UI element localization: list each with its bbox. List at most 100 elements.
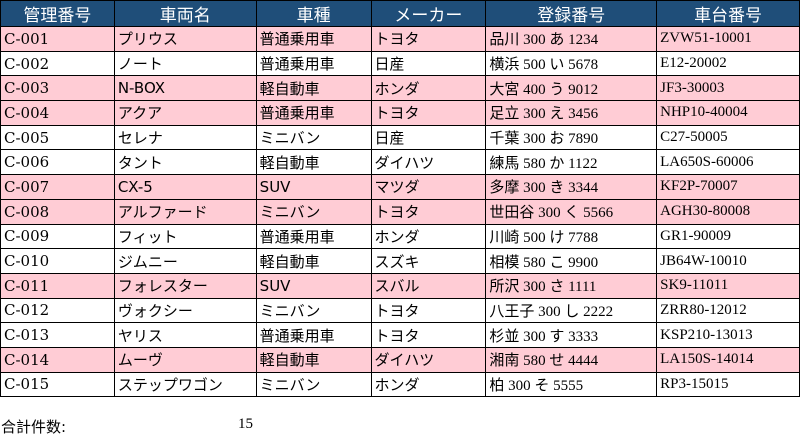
cell-registration[interactable]: 八王子 300 し 2222: [485, 297, 658, 324]
cell-id[interactable]: C-015: [0, 371, 115, 398]
header-id[interactable]: 管理番号: [0, 0, 115, 27]
cell-vehicle-type[interactable]: 軽自動車: [255, 75, 372, 102]
cell-chassis[interactable]: GR1-90009: [656, 223, 800, 250]
cell-maker[interactable]: 日産: [370, 124, 487, 151]
cell-id[interactable]: C-008: [0, 198, 115, 225]
table-row[interactable]: C-002 ノート 普通乗用車 日産 横浜 500 い 5678 E12-20002: [0, 50, 800, 77]
cell-vehicle-name[interactable]: アルファード: [113, 198, 257, 225]
cell-chassis[interactable]: RP3-15015: [656, 371, 800, 398]
cell-vehicle-name[interactable]: ムーヴ: [113, 346, 257, 373]
cell-vehicle-type[interactable]: SUV: [255, 272, 372, 299]
cell-vehicle-type[interactable]: 軽自動車: [255, 248, 372, 274]
table-row[interactable]: C-001 プリウス 普通乗用車 トヨタ 品川 300 あ 1234 ZVW51-1000…: [0, 26, 800, 52]
cell-registration[interactable]: 大宮 400 う 9012: [485, 75, 658, 102]
cell-id[interactable]: C-009: [0, 223, 115, 250]
cell-registration[interactable]: 柏 300 そ 5555: [485, 371, 658, 398]
header-vehicle-type[interactable]: 車種: [255, 0, 372, 27]
cell-vehicle-name[interactable]: プリウス: [113, 26, 257, 52]
cell-vehicle-type[interactable]: 普通乗用車: [255, 322, 372, 348]
cell-chassis[interactable]: JF3-30003: [656, 75, 800, 102]
cell-chassis[interactable]: NHP10-40004: [656, 100, 800, 126]
cell-vehicle-name[interactable]: フォレスター: [113, 272, 257, 299]
cell-vehicle-name[interactable]: タント: [113, 149, 257, 176]
cell-id[interactable]: C-013: [0, 322, 115, 348]
cell-vehicle-type[interactable]: 普通乗用車: [255, 223, 372, 250]
cell-vehicle-name[interactable]: CX-5: [113, 174, 257, 200]
cell-vehicle-name[interactable]: ジムニー: [113, 248, 257, 274]
cell-vehicle-name[interactable]: ヴォクシー: [113, 297, 257, 324]
table-row[interactable]: C-006 タント 軽自動車 ダイハツ 練馬 580 か 1122 LA650S-6000…: [0, 149, 800, 176]
cell-id[interactable]: C-011: [0, 272, 115, 299]
cell-vehicle-name[interactable]: ステップワゴン: [113, 371, 257, 398]
cell-maker[interactable]: ホンダ: [370, 75, 487, 102]
cell-vehicle-name[interactable]: アクア: [113, 100, 257, 126]
cell-vehicle-type[interactable]: ミニバン: [255, 371, 372, 398]
cell-registration[interactable]: 杉並 300 す 3333: [485, 322, 658, 348]
cell-maker[interactable]: トヨタ: [370, 322, 487, 348]
table-row[interactable]: C-015 ステップワゴン ミニバン ホンダ柏 300 そ 5555 RP3-15015: [0, 371, 800, 398]
cell-maker[interactable]: トヨタ: [370, 26, 487, 52]
cell-registration[interactable]: 千葉 300 お 7890: [485, 124, 658, 151]
cell-registration[interactable]: 川崎 500 け 7788: [485, 223, 658, 250]
cell-vehicle-type[interactable]: 軽自動車: [255, 346, 372, 373]
table-row[interactable]: C-011 フォレスター SUV スバル 所沢 300 さ 1111 SK9-11011: [0, 272, 800, 299]
cell-registration[interactable]: 相模 580 こ 9900: [485, 248, 658, 274]
table-row[interactable]: C-010 ジムニー 軽自動車 スズキ 相模 580 こ 9900 JB64W-10010: [0, 248, 800, 274]
cell-id[interactable]: C-004: [0, 100, 115, 126]
cell-maker[interactable]: スバル: [370, 272, 487, 299]
cell-vehicle-name[interactable]: N-BOX: [113, 75, 257, 102]
cell-vehicle-type[interactable]: SUV: [255, 174, 372, 200]
cell-id[interactable]: C-006: [0, 149, 115, 176]
table-row[interactable]: C-008 アルファード ミニバン トヨタ 世田谷 300 く 5566 AGH30-80…: [0, 198, 800, 225]
cell-vehicle-name[interactable]: セレナ: [113, 124, 257, 151]
cell-chassis[interactable]: C27-50005: [656, 124, 800, 151]
table-row[interactable]: C-014 ムーヴ 軽自動車 ダイハツ 湘南 580 せ 4444 LA150S-1401…: [0, 346, 800, 373]
cell-maker[interactable]: マツダ: [370, 174, 487, 200]
header-registration[interactable]: 登録番号: [485, 0, 658, 27]
cell-chassis[interactable]: SK9-11011: [656, 272, 800, 299]
cell-maker[interactable]: ホンダ: [370, 371, 487, 398]
cell-registration[interactable]: 世田谷 300 く 5566: [485, 198, 658, 225]
header-vehicle-name[interactable]: 車両名: [113, 0, 257, 27]
cell-maker[interactable]: ダイハツ: [370, 346, 487, 373]
cell-chassis[interactable]: ZRR80-12012: [656, 297, 800, 324]
cell-maker[interactable]: ダイハツ: [370, 149, 487, 176]
cell-maker[interactable]: スズキ: [370, 248, 487, 274]
cell-id[interactable]: C-007: [0, 174, 115, 200]
cell-id[interactable]: C-002: [0, 50, 115, 77]
cell-chassis[interactable]: LA650S-60006: [656, 149, 800, 176]
cell-chassis[interactable]: AGH30-80008: [656, 198, 800, 225]
cell-maker[interactable]: トヨタ: [370, 100, 487, 126]
cell-vehicle-type[interactable]: ミニバン: [255, 297, 372, 324]
total-count-value[interactable]: 15: [238, 416, 253, 432]
cell-id[interactable]: C-010: [0, 248, 115, 274]
cell-registration[interactable]: 湘南 580 せ 4444: [485, 346, 658, 373]
table-row[interactable]: C-005 セレナ ミニバン 日産 千葉 300 お 7890 C27-50005: [0, 124, 800, 151]
cell-maker[interactable]: トヨタ: [370, 198, 487, 225]
cell-registration[interactable]: 所沢 300 さ 1111: [485, 272, 658, 299]
cell-vehicle-type[interactable]: 普通乗用車: [255, 50, 372, 77]
cell-chassis[interactable]: ZVW51-10001: [656, 26, 800, 52]
header-chassis[interactable]: 車台番号: [656, 0, 800, 27]
cell-registration[interactable]: 多摩 300 き 3344: [485, 174, 658, 200]
cell-registration[interactable]: 品川 300 あ 1234: [485, 26, 658, 52]
cell-maker[interactable]: トヨタ: [370, 297, 487, 324]
cell-vehicle-name[interactable]: フィット: [113, 223, 257, 250]
table-row[interactable]: C-004 アクア 普通乗用車 トヨタ 足立 300 え 3456 NHP10-40004: [0, 100, 800, 126]
cell-chassis[interactable]: JB64W-10010: [656, 248, 800, 274]
cell-maker[interactable]: 日産: [370, 50, 487, 77]
table-row[interactable]: C-007 CX-5 SUV マツダ 多摩 300 き 3344 KF2P-70007: [0, 174, 800, 200]
cell-id[interactable]: C-003: [0, 75, 115, 102]
cell-vehicle-type[interactable]: ミニバン: [255, 198, 372, 225]
table-row[interactable]: C-012 ヴォクシー ミニバン トヨタ 八王子 300 し 2222 ZRR80-120…: [0, 297, 800, 324]
cell-chassis[interactable]: KF2P-70007: [656, 174, 800, 200]
cell-chassis[interactable]: KSP210-13013: [656, 322, 800, 348]
header-maker[interactable]: メーカー: [370, 0, 487, 27]
cell-vehicle-type[interactable]: 普通乗用車: [255, 100, 372, 126]
cell-chassis[interactable]: E12-20002: [656, 50, 800, 77]
cell-registration[interactable]: 横浜 500 い 5678: [485, 50, 658, 77]
total-count-label[interactable]: 合計件数:: [1, 418, 67, 436]
cell-vehicle-name[interactable]: ノート: [113, 50, 257, 77]
table-row[interactable]: C-009 フィット 普通乗用車 ホンダ 川崎 500 け 7788 GR1-90009: [0, 223, 800, 250]
cell-vehicle-type[interactable]: 軽自動車: [255, 149, 372, 176]
